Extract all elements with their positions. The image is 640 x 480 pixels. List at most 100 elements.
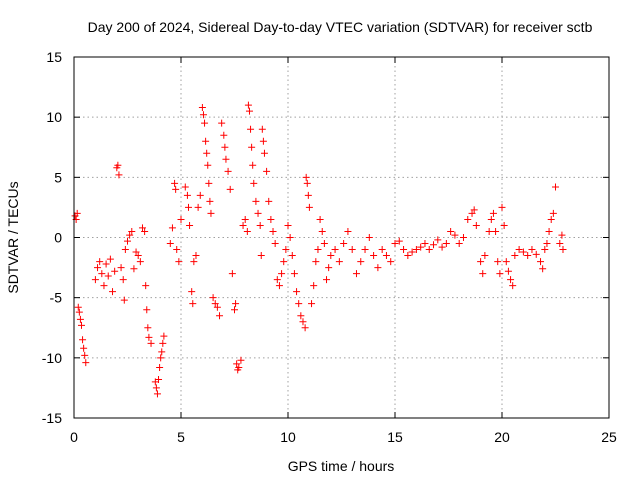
data-point	[143, 306, 151, 314]
data-point	[365, 234, 373, 241]
data-point	[196, 191, 204, 199]
data-point	[245, 107, 253, 115]
data-point	[438, 243, 446, 251]
data-point	[73, 209, 81, 217]
data-point	[160, 332, 168, 340]
data-point	[231, 306, 238, 314]
data-point	[228, 270, 236, 278]
data-point	[128, 227, 136, 235]
data-point	[481, 252, 489, 260]
data-point	[485, 227, 493, 235]
data-point	[559, 246, 567, 254]
data-point	[265, 197, 273, 205]
data-point	[430, 241, 438, 249]
data-point	[304, 191, 312, 199]
data-point	[282, 246, 290, 254]
data-point	[310, 282, 318, 290]
data-point	[106, 255, 114, 263]
data-point	[303, 179, 311, 187]
data-point	[374, 264, 382, 272]
data-point	[468, 209, 476, 217]
data-point	[79, 336, 87, 344]
data-point	[470, 206, 478, 214]
data-point	[442, 240, 450, 248]
data-point	[175, 258, 183, 266]
y-tick-label: -5	[50, 290, 63, 306]
data-point	[152, 384, 160, 392]
data-point	[172, 185, 180, 193]
data-point	[120, 296, 128, 304]
data-point	[284, 221, 292, 229]
data-point	[472, 221, 480, 229]
data-point	[138, 224, 146, 232]
data-point	[273, 276, 281, 284]
data-point	[124, 237, 131, 245]
data-point	[489, 209, 497, 217]
data-point	[100, 282, 108, 290]
data-point	[239, 221, 247, 229]
data-point	[80, 344, 88, 352]
data-point	[247, 125, 255, 133]
data-point	[121, 246, 129, 254]
data-point	[188, 288, 196, 296]
data-point	[119, 276, 127, 284]
data-point	[75, 308, 83, 316]
data-point	[204, 161, 212, 169]
data-point	[77, 321, 85, 329]
data-point	[213, 303, 221, 311]
y-tick-labels: -15 -10 -5 0 5 10 15	[42, 49, 62, 426]
data-point	[249, 161, 257, 169]
data-point	[515, 246, 523, 254]
data-point	[404, 252, 412, 260]
data-point	[412, 246, 420, 254]
y-tick-label: 10	[46, 109, 62, 125]
data-point	[132, 248, 140, 256]
data-point	[198, 104, 206, 112]
data-point	[147, 339, 155, 347]
x-axis-label: GPS time / hours	[288, 458, 395, 474]
data-point	[222, 155, 230, 163]
data-point	[357, 258, 365, 266]
data-point	[549, 209, 557, 217]
data-point	[547, 215, 555, 223]
data-point	[297, 312, 305, 320]
data-point	[421, 240, 429, 248]
data-point	[156, 363, 164, 371]
data-point	[166, 240, 174, 248]
data-point	[302, 173, 310, 181]
data-point	[447, 227, 455, 235]
data-point	[192, 252, 200, 260]
data-point	[417, 243, 425, 251]
data-point	[382, 252, 390, 260]
data-point	[323, 276, 331, 284]
x-tick-label: 5	[177, 429, 185, 445]
data-point	[290, 270, 298, 278]
data-point	[539, 265, 547, 273]
x-tick-labels: 0 5 10 15 20 25	[70, 429, 617, 445]
data-point	[241, 215, 249, 223]
data-point	[257, 252, 265, 260]
data-point	[314, 246, 322, 254]
data-point	[235, 363, 243, 371]
data-point	[226, 185, 234, 193]
data-point	[331, 246, 339, 254]
data-point	[159, 339, 167, 347]
data-point	[352, 270, 360, 278]
data-point	[168, 224, 176, 232]
x-tick-label: 15	[387, 429, 403, 445]
x-tick-label: 0	[70, 429, 78, 445]
data-point	[305, 203, 313, 211]
data-point	[158, 348, 166, 356]
data-point	[455, 240, 463, 248]
data-point	[218, 119, 226, 127]
data-point	[248, 143, 256, 151]
data-point	[256, 221, 264, 229]
data-point	[361, 246, 369, 254]
data-point	[519, 248, 527, 256]
data-point	[263, 167, 271, 175]
data-point	[400, 246, 408, 254]
data-point	[301, 324, 309, 332]
data-point	[288, 252, 296, 260]
data-point	[487, 215, 495, 223]
